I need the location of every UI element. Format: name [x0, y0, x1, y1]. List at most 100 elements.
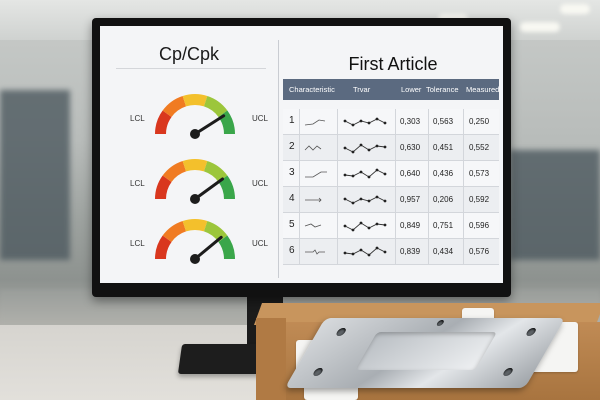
column-separator	[395, 161, 396, 186]
column-separator	[395, 109, 396, 134]
measured-value: 0,596	[469, 221, 490, 230]
tolerance-value: 0,563	[433, 117, 454, 126]
measured-value: 0,576	[469, 247, 490, 256]
gauge-2: LCL UCL	[130, 143, 268, 205]
column-separator	[337, 161, 338, 186]
tolerance-value: 0,451	[433, 143, 454, 152]
lower-value: 0,849	[400, 221, 421, 230]
gauge-ucl-label: UCL	[252, 179, 269, 188]
gauge-segment	[218, 235, 235, 259]
trend-sparkline-icon	[343, 143, 387, 154]
table-row[interactable]: 2 0,630 0,451 0,552	[283, 135, 499, 161]
measured-value: 0,552	[469, 143, 490, 152]
gauge-1: LCL UCL	[130, 78, 268, 140]
column-separator	[299, 239, 300, 264]
column-separator	[299, 213, 300, 238]
column-separator	[337, 239, 338, 264]
gauge-hub	[190, 254, 200, 264]
bolt-hole	[311, 368, 325, 376]
column-separator	[299, 161, 300, 186]
table-row[interactable]: 1 0,303 0,563 0,250	[283, 109, 499, 135]
gauge-hub	[190, 129, 200, 139]
lower-value: 0,839	[400, 247, 421, 256]
box-flap	[256, 318, 286, 400]
column-separator	[395, 239, 396, 264]
column-separator	[428, 109, 429, 134]
column-separator	[463, 187, 464, 212]
column-header[interactable]: Tolerance	[426, 85, 459, 94]
lower-value: 0,630	[400, 143, 421, 152]
column-header[interactable]: Trvar	[353, 85, 371, 94]
gauge-segment	[162, 160, 187, 182]
table-row[interactable]: 6 0,839 0,434 0,576	[283, 239, 499, 265]
column-separator	[395, 135, 396, 160]
gauge-lcl-label: LCL	[130, 179, 145, 188]
tolerance-value: 0,751	[433, 221, 454, 230]
gauge-segment	[182, 159, 208, 172]
gauge-ucl-label: UCL	[252, 239, 269, 248]
column-separator	[337, 213, 338, 238]
characteristic-symbol-icon	[304, 119, 326, 126]
trend-sparkline-icon	[343, 246, 387, 257]
gauge-segment	[162, 220, 187, 242]
gauge-dial	[155, 94, 235, 139]
table-row[interactable]: 4 0,957 0,206 0,592	[283, 187, 499, 213]
column-separator	[428, 239, 429, 264]
gauge-segment	[203, 160, 228, 182]
gauge-segment	[182, 94, 208, 107]
tolerance-value: 0,434	[433, 247, 454, 256]
background-machine	[510, 150, 600, 260]
part-pocket	[355, 332, 498, 370]
characteristic-symbol-icon	[305, 249, 325, 255]
column-header[interactable]: Measured	[466, 85, 500, 94]
characteristic-symbol-icon	[304, 223, 322, 228]
column-header[interactable]: Characteristic	[289, 85, 335, 94]
row-index: 1	[289, 115, 295, 126]
column-separator	[463, 213, 464, 238]
cp-cpk-title: Cp/Cpk	[158, 44, 220, 64]
gauge-segment	[155, 175, 172, 199]
row-index: 2	[289, 141, 295, 152]
table-row[interactable]: 3 0,640 0,436 0,573	[283, 161, 499, 187]
first-article-title: First Article	[348, 54, 438, 74]
column-header[interactable]: Lower	[401, 85, 422, 94]
row-index: 3	[289, 167, 295, 178]
row-index: 5	[289, 219, 295, 230]
column-separator	[463, 161, 464, 186]
characteristic-symbol-icon	[305, 171, 327, 178]
bolt-hole	[334, 328, 348, 336]
column-separator	[299, 109, 300, 134]
column-separator	[463, 109, 464, 134]
tolerance-value: 0,206	[433, 195, 454, 204]
gauge-lcl-label: LCL	[130, 239, 145, 248]
monitor: Cp/Cpk LCL UCL LCL UCL LCL UCL First Art…	[92, 18, 511, 297]
bolt-hole	[501, 368, 515, 376]
column-separator	[337, 135, 338, 160]
cp-cpk-panel: Cp/Cpk LCL UCL LCL UCL LCL UCL	[100, 26, 278, 283]
table-row[interactable]: 5 0,849 0,751 0,596	[283, 213, 499, 239]
column-separator	[395, 213, 396, 238]
trend-sparkline-icon	[343, 195, 387, 205]
tolerance-value: 0,436	[433, 169, 454, 178]
gauge-segment	[155, 110, 172, 134]
row-index: 6	[289, 245, 295, 256]
gauge-dial	[155, 159, 235, 204]
machined-part	[284, 318, 566, 388]
column-separator	[337, 187, 338, 212]
gauge-lcl-label: LCL	[130, 114, 145, 123]
gauge-dial	[155, 219, 235, 264]
gauge-needle	[193, 177, 225, 201]
row-index: 4	[289, 193, 295, 204]
lower-value: 0,957	[400, 195, 421, 204]
ceiling-light	[520, 22, 560, 32]
column-separator	[395, 187, 396, 212]
measured-value: 0,592	[469, 195, 490, 204]
bolt-hole	[524, 328, 538, 336]
table-header: Characteristic Trvar Lower Tolerance Mea…	[283, 79, 499, 100]
lower-value: 0,303	[400, 117, 421, 126]
characteristic-symbol-icon	[305, 197, 322, 203]
column-separator	[299, 187, 300, 212]
gauge-needle	[193, 114, 226, 136]
column-separator	[428, 187, 429, 212]
gauge-segment	[162, 95, 187, 117]
